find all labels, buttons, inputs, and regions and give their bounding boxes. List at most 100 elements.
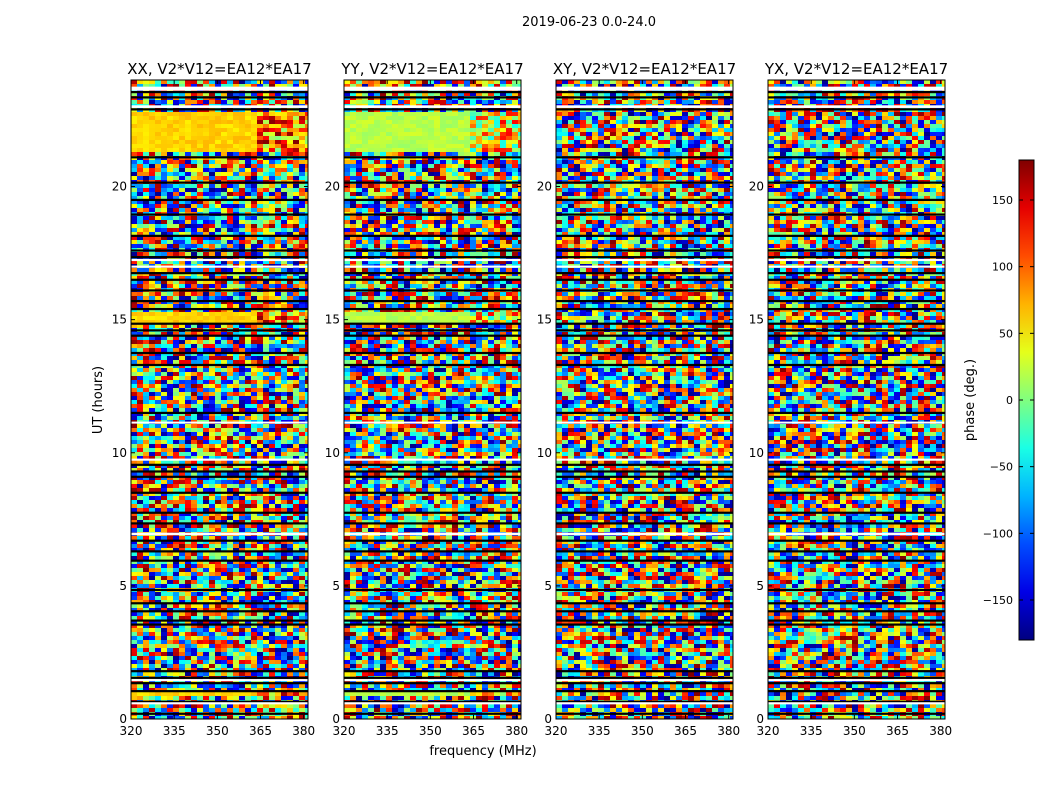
- heatmap-cell: [173, 404, 179, 408]
- heatmap-cell: [161, 448, 167, 452]
- heatmap-cell: [197, 400, 203, 404]
- heatmap-cell: [185, 568, 191, 572]
- heatmap-cell: [137, 628, 143, 632]
- heatmap-cell: [281, 404, 287, 408]
- heatmap-cell: [245, 672, 251, 676]
- heatmap-cell: [233, 668, 239, 672]
- heatmap-cell: [167, 192, 173, 196]
- heatmap-cell: [299, 396, 305, 400]
- heatmap-cell: [215, 148, 221, 152]
- heatmap-cell: [263, 116, 269, 120]
- heatmap-cell: [131, 164, 137, 168]
- heatmap-cell: [245, 432, 251, 436]
- heatmap-cell: [137, 408, 143, 412]
- heatmap-cell: [293, 220, 299, 224]
- heatmap-cell: [227, 472, 233, 476]
- heatmap-cell: [191, 292, 197, 296]
- heatmap-cell: [191, 132, 197, 136]
- heatmap-cell: [263, 192, 269, 196]
- heatmap-cell: [227, 416, 233, 420]
- heatmap-cell: [203, 404, 209, 408]
- heatmap-cell: [167, 168, 173, 172]
- heatmap-cell: [197, 620, 203, 624]
- heatmap-cell: [227, 480, 233, 484]
- heatmap-cell: [173, 188, 179, 192]
- heatmap-cell: [209, 112, 215, 116]
- heatmap-cell: [239, 664, 245, 668]
- heatmap-cell: [161, 116, 167, 120]
- heatmap-cell: [293, 372, 299, 376]
- heatmap-cell: [239, 144, 245, 148]
- heatmap-cell: [191, 340, 197, 344]
- heatmap-cell: [167, 116, 173, 120]
- heatmap-cell: [263, 172, 269, 176]
- heatmap-cell: [281, 428, 287, 432]
- heatmap-cell: [131, 540, 137, 544]
- heatmap-cell: [269, 716, 275, 719]
- heatmap-cell: [149, 396, 155, 400]
- heatmap-cell: [185, 372, 191, 376]
- heatmap-cell: [221, 648, 227, 652]
- heatmap-cell: [203, 176, 209, 180]
- heatmap-cell: [233, 372, 239, 376]
- heatmap-cell: [203, 228, 209, 232]
- heatmap-cell: [299, 484, 305, 488]
- heatmap-cell: [185, 332, 191, 336]
- heatmap-cell: [305, 560, 308, 564]
- heatmap-cell: [215, 84, 221, 88]
- heatmap-cell: [191, 192, 197, 196]
- x-tick-label: 380: [292, 724, 315, 738]
- heatmap-cell: [305, 164, 308, 168]
- heatmap-cell: [299, 480, 305, 484]
- heatmap-cell: [269, 432, 275, 436]
- flag-band: [131, 329, 308, 332]
- heatmap-cell: [221, 136, 227, 140]
- heatmap-cell: [143, 312, 149, 316]
- heatmap-cell: [221, 512, 227, 516]
- heatmap-cell: [209, 280, 215, 284]
- heatmap-cell: [143, 552, 149, 556]
- heatmap-cell: [185, 716, 191, 719]
- heatmap-cell: [227, 616, 233, 620]
- heatmap-cell: [293, 196, 299, 200]
- heatmap-cell: [221, 668, 227, 672]
- heatmap-cell: [185, 624, 191, 628]
- heatmap-cell: [167, 524, 173, 528]
- heatmap-cell: [239, 408, 245, 412]
- heatmap-cell: [161, 696, 167, 700]
- heatmap-cell: [281, 128, 287, 132]
- heatmap-cell: [287, 668, 293, 672]
- heatmap-cell: [251, 276, 257, 280]
- heatmap-cell: [149, 508, 155, 512]
- heatmap-cell: [173, 624, 179, 628]
- heatmap-cell: [257, 368, 263, 372]
- heatmap-cell: [257, 640, 263, 644]
- heatmap-cell: [287, 684, 293, 688]
- heatmap-cell: [161, 392, 167, 396]
- heatmap-cell: [293, 664, 299, 668]
- heatmap-cell: [239, 468, 245, 472]
- heatmap-cell: [131, 672, 137, 676]
- heatmap-cell: [251, 368, 257, 372]
- heatmap-cell: [209, 520, 215, 524]
- heatmap-cell: [137, 508, 143, 512]
- heatmap-cell: [179, 440, 185, 444]
- heatmap-cell: [215, 236, 221, 240]
- heatmap-cell: [149, 488, 155, 492]
- heatmap-cell: [245, 644, 251, 648]
- heatmap-cell: [149, 416, 155, 420]
- heatmap-cell: [149, 356, 155, 360]
- heatmap-cell: [221, 172, 227, 176]
- heatmap-cell: [305, 332, 308, 336]
- heatmap-cell: [263, 544, 269, 548]
- heatmap-cell: [215, 400, 221, 404]
- heatmap-cell: [185, 208, 191, 212]
- heatmap-cell: [155, 632, 161, 636]
- heatmap-cell: [245, 340, 251, 344]
- heatmap-cell: [287, 452, 293, 456]
- heatmap-cell: [185, 644, 191, 648]
- heatmap-cell: [299, 316, 305, 320]
- heatmap-cell: [275, 384, 281, 388]
- heatmap-cell: [233, 240, 239, 244]
- heatmap-cell: [167, 128, 173, 132]
